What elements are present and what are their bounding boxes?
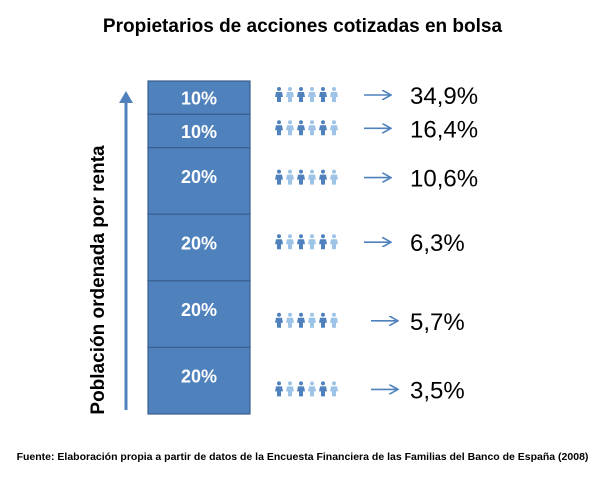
rows-group: 34,9% 16,4% 10,6% 6,3% 5,7% 3,5% — [275, 83, 478, 404]
person-icon — [330, 169, 338, 185]
person-icon — [297, 169, 305, 185]
people-group — [275, 234, 338, 250]
person-icon — [308, 169, 316, 185]
segment-label: 10% — [181, 122, 217, 142]
segment-label: 20% — [181, 367, 217, 387]
population-segment — [147, 213, 251, 282]
person-icon — [275, 120, 283, 136]
person-icon — [319, 312, 327, 328]
person-icon — [275, 312, 283, 328]
source-note: Fuente: Elaboración propia a partir de d… — [16, 451, 589, 463]
person-icon — [330, 381, 338, 397]
person-icon — [286, 234, 294, 250]
person-icon — [297, 312, 305, 328]
person-icon — [319, 234, 327, 250]
share-value-label: 5,7% — [410, 309, 465, 336]
segment-label: 20% — [181, 167, 217, 187]
population-segment — [147, 80, 251, 115]
person-icon — [319, 120, 327, 136]
population-segment — [147, 346, 251, 415]
chart-title: Propietarios de acciones cotizadas en bo… — [102, 16, 503, 37]
share-value-label: 3,5% — [410, 377, 465, 404]
share-value-label: 16,4% — [410, 116, 478, 143]
people-group — [275, 169, 338, 185]
segments-group: 10% 10% 20% 20% 20% 20% — [147, 80, 251, 415]
person-icon — [286, 87, 294, 102]
person-icon — [275, 169, 283, 185]
person-icon — [330, 234, 338, 250]
person-icon — [308, 120, 316, 136]
person-icon — [308, 381, 316, 397]
person-icon — [275, 234, 283, 250]
person-icon — [275, 87, 283, 102]
person-icon — [308, 312, 316, 328]
segment-label: 20% — [181, 234, 217, 254]
share-value-label: 6,3% — [410, 230, 465, 257]
person-icon — [286, 169, 294, 185]
people-group — [275, 381, 338, 397]
person-icon — [297, 120, 305, 136]
segment-label: 20% — [181, 300, 217, 320]
person-icon — [319, 169, 327, 185]
population-segment — [147, 280, 251, 348]
share-value-label: 10,6% — [410, 166, 478, 193]
person-icon — [319, 381, 327, 397]
person-icon — [330, 87, 338, 102]
people-group — [275, 312, 338, 328]
segment-label: 10% — [181, 89, 217, 109]
person-icon — [297, 234, 305, 250]
people-group — [275, 87, 338, 102]
person-icon — [308, 87, 316, 102]
person-icon — [286, 312, 294, 328]
person-icon — [297, 381, 305, 397]
person-icon — [319, 87, 327, 102]
people-group — [275, 120, 338, 136]
person-icon — [286, 120, 294, 136]
population-segment — [147, 147, 251, 215]
person-icon — [330, 120, 338, 136]
person-icon — [286, 381, 294, 397]
share-value-label: 34,9% — [410, 83, 478, 110]
person-icon — [275, 381, 283, 397]
person-icon — [330, 312, 338, 328]
person-icon — [297, 87, 305, 102]
person-icon — [308, 234, 316, 250]
